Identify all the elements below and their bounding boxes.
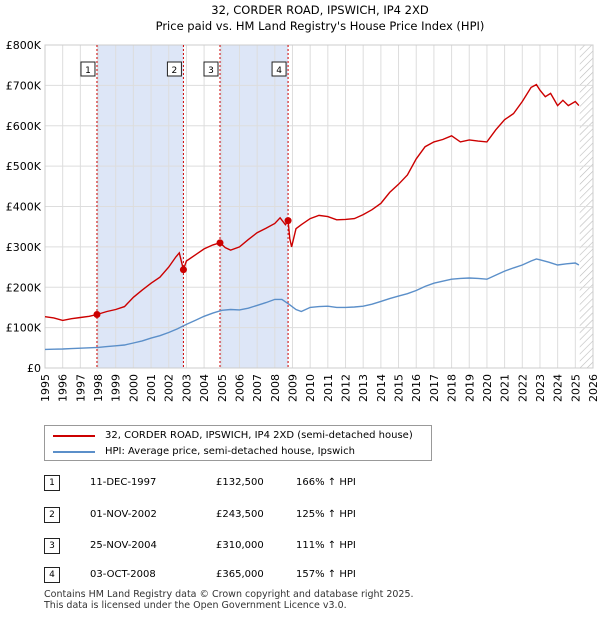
sale-point bbox=[179, 266, 187, 274]
y-tick-label: £0 bbox=[27, 362, 41, 375]
x-tick-label: 2000 bbox=[127, 374, 140, 402]
transaction-price: £243,500 bbox=[216, 509, 264, 520]
x-tick-label: 2020 bbox=[481, 374, 494, 402]
sale-point bbox=[216, 239, 224, 247]
x-tick-label: 2003 bbox=[180, 374, 193, 402]
chart-title: 32, CORDER ROAD, IPSWICH, IP4 2XD bbox=[211, 3, 429, 17]
x-tick-label: 2001 bbox=[145, 374, 158, 402]
x-tick-label: 2012 bbox=[340, 374, 353, 402]
x-tick-label: 2010 bbox=[304, 374, 317, 402]
sale-number-label: 4 bbox=[276, 66, 282, 76]
transaction-price: £310,000 bbox=[216, 540, 264, 551]
x-tick-label: 2002 bbox=[163, 374, 176, 402]
transaction-date: 25-NOV-2004 bbox=[90, 540, 157, 551]
hpi-line bbox=[45, 258, 580, 351]
sale-number-box bbox=[166, 61, 182, 77]
x-tick-label: 2009 bbox=[286, 374, 299, 402]
legend-swatch-property bbox=[53, 435, 95, 437]
x-tick-label: 2018 bbox=[446, 374, 459, 402]
footer-attribution: Contains HM Land Registry data © Crown c… bbox=[44, 589, 584, 611]
price-chart: 32, CORDER ROAD, IPSWICH, IP4 2XD Price … bbox=[6, 3, 600, 402]
x-tick-label: 2022 bbox=[516, 374, 529, 402]
table-row: 4 03-OCT-2008 £365,000 157% ↑ HPI bbox=[0, 567, 600, 583]
x-tick-label: 2014 bbox=[375, 374, 388, 402]
y-tick-label: £300K bbox=[6, 241, 42, 254]
sale-point bbox=[284, 217, 292, 225]
x-tick-label: 2004 bbox=[198, 374, 211, 402]
x-tick-label: 2025 bbox=[569, 374, 582, 402]
x-tick-label: 2008 bbox=[269, 374, 282, 402]
x-tick-label: 2017 bbox=[428, 374, 441, 402]
x-tick-label: 2011 bbox=[322, 374, 335, 402]
transaction-date: 11-DEC-1997 bbox=[90, 477, 157, 488]
sale-number-box bbox=[203, 61, 219, 77]
x-tick-label: 1996 bbox=[57, 374, 70, 402]
transaction-hpi-change: 157% ↑ HPI bbox=[296, 569, 356, 580]
x-tick-label: 2015 bbox=[393, 374, 406, 402]
y-tick-label: £100K bbox=[6, 322, 42, 335]
legend-label-hpi: HPI: Average price, semi-detached house,… bbox=[105, 446, 355, 457]
x-tick-label: 2006 bbox=[233, 374, 246, 402]
chart-legend: 32, CORDER ROAD, IPSWICH, IP4 2XD (semi-… bbox=[44, 425, 432, 461]
sale-number-label: 3 bbox=[208, 66, 214, 76]
y-tick-label: £200K bbox=[6, 281, 42, 294]
y-tick-label: £600K bbox=[6, 120, 42, 133]
transaction-number: 3 bbox=[44, 538, 60, 554]
x-tick-label: 2016 bbox=[410, 374, 423, 402]
y-tick-label: £400K bbox=[6, 201, 42, 214]
x-tick-label: 1999 bbox=[110, 374, 123, 402]
footer-license: This data is licensed under the Open Gov… bbox=[44, 600, 347, 611]
x-tick-label: 2005 bbox=[216, 374, 229, 402]
sale-point bbox=[93, 311, 101, 319]
x-tick-label: 1998 bbox=[92, 374, 105, 402]
transaction-hpi-change: 125% ↑ HPI bbox=[296, 509, 356, 520]
y-tick-label: £800K bbox=[6, 39, 42, 52]
sale-number-box bbox=[271, 61, 287, 77]
plot-border bbox=[44, 44, 594, 369]
transaction-number: 1 bbox=[44, 475, 60, 491]
sale-number-label: 1 bbox=[85, 66, 91, 76]
legend-swatch-hpi bbox=[53, 451, 95, 453]
transaction-price: £132,500 bbox=[216, 477, 264, 488]
transaction-price: £365,000 bbox=[216, 569, 264, 580]
x-tick-label: 2026 bbox=[587, 374, 600, 402]
x-tick-label: 2013 bbox=[357, 374, 370, 402]
table-row: 2 01-NOV-2002 £243,500 125% ↑ HPI bbox=[0, 507, 600, 523]
property-price-line bbox=[45, 83, 580, 322]
transaction-number: 4 bbox=[44, 567, 60, 583]
transaction-hpi-change: 111% ↑ HPI bbox=[296, 540, 356, 551]
x-tick-label: 2024 bbox=[552, 374, 565, 402]
transaction-hpi-change: 166% ↑ HPI bbox=[296, 477, 356, 488]
x-tick-label: 2021 bbox=[499, 374, 512, 402]
x-tick-label: 1997 bbox=[74, 374, 87, 402]
table-row: 3 25-NOV-2004 £310,000 111% ↑ HPI bbox=[0, 538, 600, 554]
chart-subtitle: Price paid vs. HM Land Registry's House … bbox=[156, 19, 485, 33]
x-tick-label: 2007 bbox=[251, 374, 264, 402]
y-tick-label: £500K bbox=[6, 160, 42, 173]
transaction-number: 2 bbox=[44, 507, 60, 523]
table-row: 1 11-DEC-1997 £132,500 166% ↑ HPI bbox=[0, 475, 600, 491]
sale-number-box bbox=[80, 61, 96, 77]
transaction-date: 03-OCT-2008 bbox=[90, 569, 156, 580]
x-tick-label: 1995 bbox=[39, 374, 52, 402]
y-tick-label: £700K bbox=[6, 79, 42, 92]
transaction-date: 01-NOV-2002 bbox=[90, 509, 157, 520]
legend-label-property: 32, CORDER ROAD, IPSWICH, IP4 2XD (semi-… bbox=[105, 430, 413, 441]
x-tick-label: 2023 bbox=[534, 374, 547, 402]
x-tick-label: 2019 bbox=[463, 374, 476, 402]
footer-copyright: Contains HM Land Registry data © Crown c… bbox=[44, 589, 414, 600]
sale-number-label: 2 bbox=[172, 66, 178, 76]
